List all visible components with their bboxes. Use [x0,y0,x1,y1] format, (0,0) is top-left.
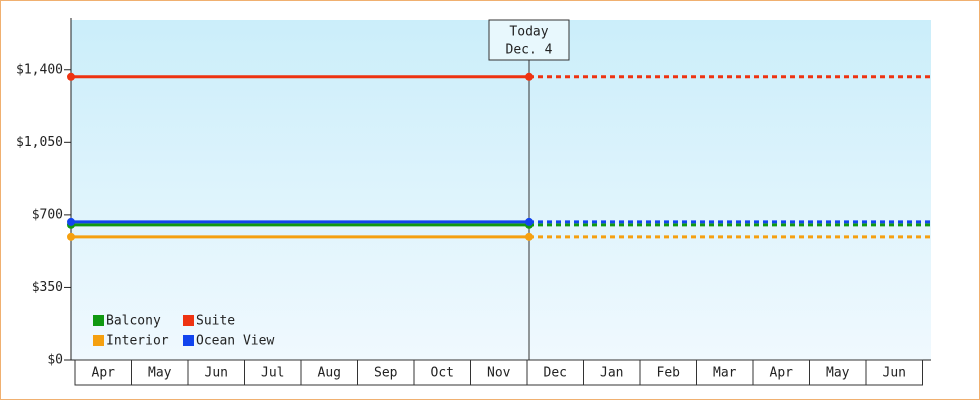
month-cell [244,359,302,386]
x-tick-label: Aug [318,366,341,381]
month-cell [413,359,471,386]
x-tick-label: Dec [544,366,567,381]
legend-label: Suite [196,314,235,329]
month-cell [357,359,415,386]
legend-label: Ocean View [196,334,274,349]
y-tick-label: $0 [47,353,63,368]
legend-swatch [93,315,104,326]
point [525,232,533,241]
x-tick-label: Sep [374,366,398,381]
y-tick-label: $350 [32,280,63,295]
y-tick-label: $1,050 [16,135,63,150]
y-tick-label: $1,400 [16,62,63,77]
month-cell [300,359,358,386]
month-cell [809,359,867,386]
legend-swatch [183,315,194,326]
point [67,72,75,81]
point [525,72,533,81]
x-tick-label: Jun [883,366,906,381]
plot-area [71,20,931,360]
month-cell [865,359,923,386]
x-tick-label: May [148,366,172,381]
legend-label: Interior [106,334,169,349]
x-tick-label: Oct [431,366,454,381]
month-cell [696,359,754,386]
x-tick-label: Nov [487,366,511,381]
today-box [488,19,570,61]
x-tick-label: Feb [657,366,681,381]
today-label: Today [509,25,548,40]
x-tick-label: Jul [261,366,284,381]
x-tick-label: Jan [600,366,623,381]
point [67,232,75,241]
x-tick-label: Apr [770,366,794,381]
x-tick-label: Mar [713,366,737,381]
month-cell [583,359,641,386]
y-tick-label: $700 [32,207,63,222]
legend-swatch [183,335,194,346]
month-cell [526,359,584,386]
x-tick-label: Jun [205,366,228,381]
point [525,217,533,226]
x-tick-label: May [826,366,850,381]
today-date: Dec. 4 [506,43,553,58]
point [67,217,75,226]
x-tick-label: Apr [92,366,116,381]
month-cell [752,359,810,386]
legend-swatch [93,335,104,346]
month-cell [639,359,697,386]
legend-label: Balcony [106,314,161,329]
